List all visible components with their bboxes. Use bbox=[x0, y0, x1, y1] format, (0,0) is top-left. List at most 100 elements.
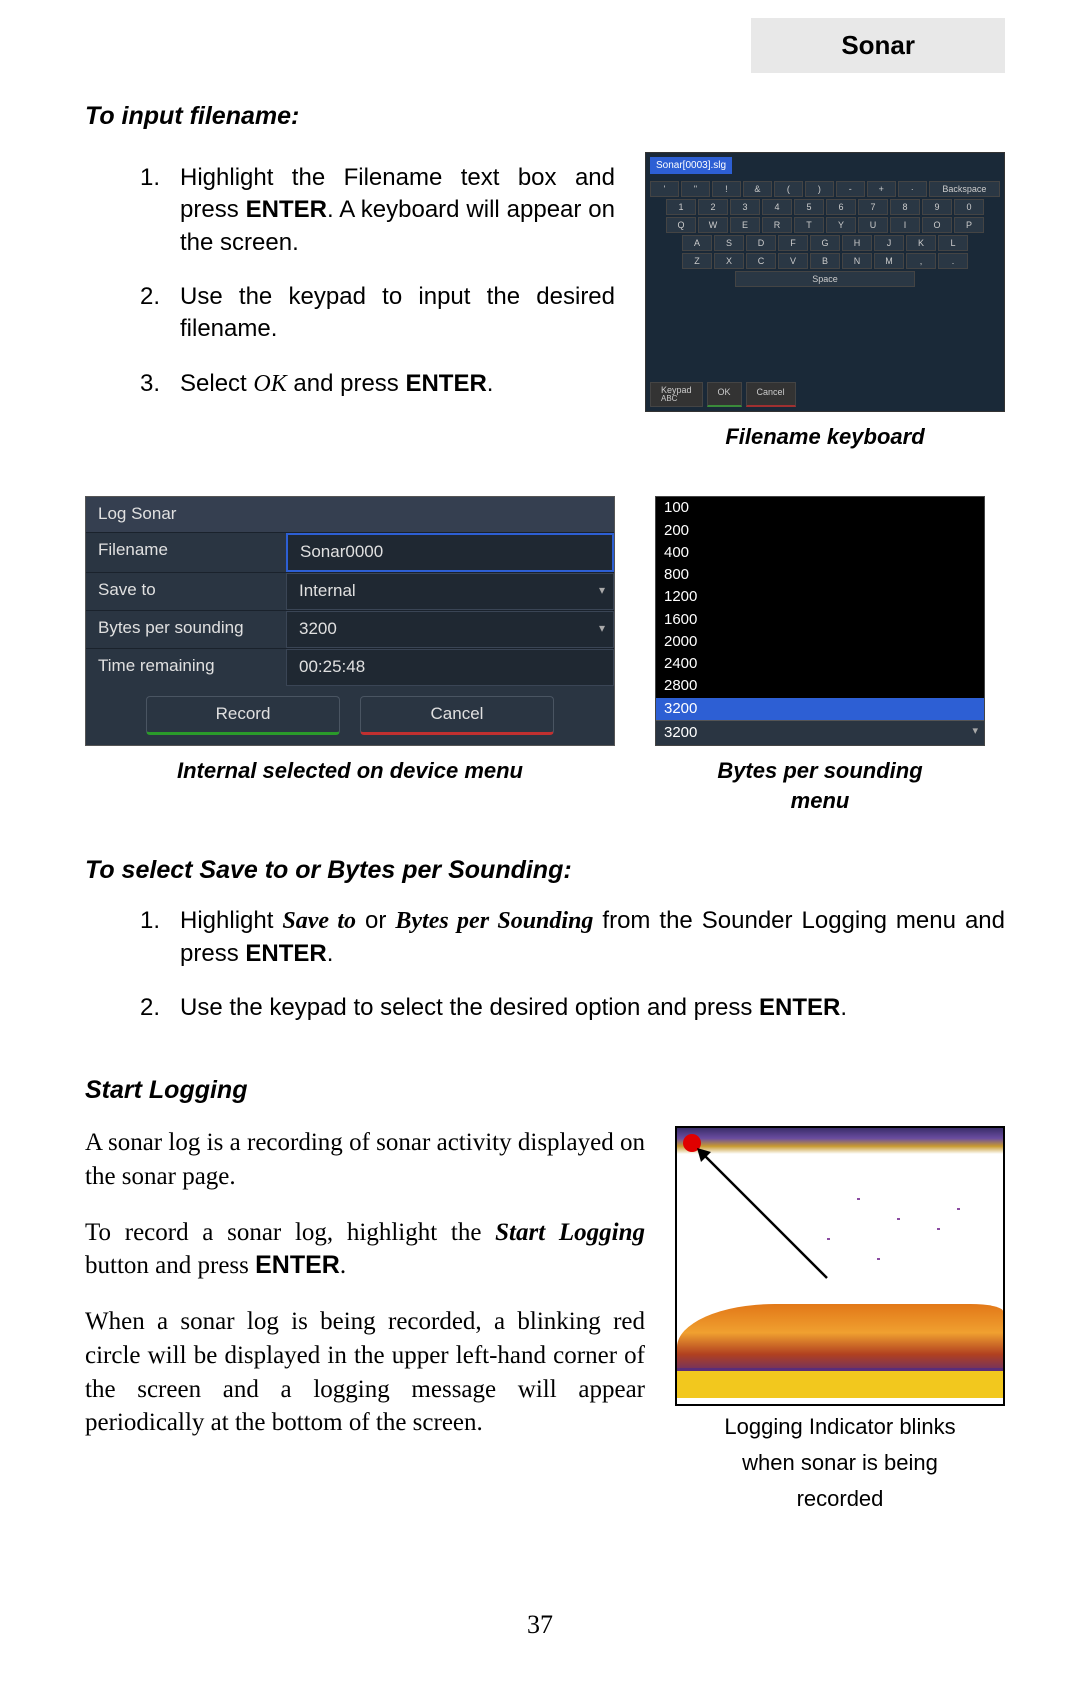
keyboard-key: 6 bbox=[826, 199, 856, 215]
keyboard-key: · bbox=[898, 181, 927, 197]
keyboard-filename-field: Sonar[0003].slg bbox=[650, 157, 732, 175]
keyboard-key: B bbox=[810, 253, 840, 269]
keyboard-key: 1 bbox=[666, 199, 696, 215]
keyboard-key: E bbox=[730, 217, 760, 233]
keyboard-key: F bbox=[778, 235, 808, 251]
keyboard-key: R bbox=[762, 217, 792, 233]
keyboard-key: ! bbox=[712, 181, 741, 197]
keyboard-key: T bbox=[794, 217, 824, 233]
start-logging-text: A sonar log is a recording of sonar acti… bbox=[85, 1126, 645, 1513]
keypad-toggle-button: Keypad ABC bbox=[650, 382, 703, 407]
arrow-icon bbox=[697, 1148, 847, 1298]
heading-select-saveto: To select Save to or Bytes per Sounding: bbox=[85, 854, 1005, 888]
log-sonar-title: Log Sonar bbox=[86, 497, 614, 532]
filename-instructions: 1. Highlight the Filename text box and p… bbox=[85, 152, 615, 422]
keyboard-key: " bbox=[681, 181, 710, 197]
bytes-caption-2: menu bbox=[655, 786, 985, 816]
keyboard-figure: Sonar[0003].slg '"!&()-+·Backspace123456… bbox=[645, 152, 1005, 452]
keyboard-caption: Filename keyboard bbox=[645, 422, 1005, 452]
log-sonar-field: Sonar0000 bbox=[286, 533, 614, 572]
log-sonar-row: FilenameSonar0000 bbox=[86, 532, 614, 572]
keyboard-key: W bbox=[698, 217, 728, 233]
keyboard-key: U bbox=[858, 217, 888, 233]
keyboard-key: H bbox=[842, 235, 872, 251]
keyboard-key: X bbox=[714, 253, 744, 269]
keyboard-key: K bbox=[906, 235, 936, 251]
sonar-indicator-figure: Logging Indicator blinks when sonar is b… bbox=[675, 1126, 1005, 1513]
keyboard-key: N bbox=[842, 253, 872, 269]
step-1: 1. Highlight the Filename text box and p… bbox=[140, 162, 615, 259]
keyboard-key: Y bbox=[826, 217, 856, 233]
log-sonar-row: Bytes per sounding3200▾ bbox=[86, 610, 614, 648]
chevron-down-icon: ▾ bbox=[972, 724, 978, 739]
keyboard-key: ' bbox=[650, 181, 679, 197]
bytes-option: 1200 bbox=[656, 586, 984, 608]
log-sonar-figure: Log Sonar FilenameSonar0000Save toIntern… bbox=[85, 496, 615, 785]
keyboard-key: . bbox=[938, 253, 968, 269]
bytes-option: 100 bbox=[656, 497, 984, 519]
keyboard-key: I bbox=[890, 217, 920, 233]
log-sonar-row: Save toInternal▾ bbox=[86, 572, 614, 610]
keyboard-key: & bbox=[743, 181, 772, 197]
keyboard-key: L bbox=[938, 235, 968, 251]
keyboard-key: + bbox=[867, 181, 896, 197]
log-sonar-label: Bytes per sounding bbox=[86, 611, 286, 648]
bytes-option: 400 bbox=[656, 542, 984, 564]
log-cancel-button: Cancel bbox=[360, 696, 554, 735]
keyboard-key: 0 bbox=[954, 199, 984, 215]
log-sonar-label: Time remaining bbox=[86, 649, 286, 686]
keyboard-key: D bbox=[746, 235, 776, 251]
keyboard-key: Q bbox=[666, 217, 696, 233]
page-number: 37 bbox=[0, 1607, 1080, 1642]
keyboard-key: 9 bbox=[922, 199, 952, 215]
record-button: Record bbox=[146, 696, 340, 735]
keyboard-cancel-button: Cancel bbox=[746, 382, 796, 407]
step-2: 2. Use the keypad to input the desired f… bbox=[140, 281, 615, 346]
bytes-menu-figure: 1002004008001200160020002400280032003200… bbox=[655, 496, 985, 815]
bytes-option: 800 bbox=[656, 564, 984, 586]
heading-start-logging: Start Logging bbox=[85, 1074, 1005, 1108]
bytes-option: 2000 bbox=[656, 631, 984, 653]
log-sonar-label: Filename bbox=[86, 533, 286, 572]
keyboard-space-key: Space bbox=[735, 271, 915, 287]
log-sonar-field: 00:25:48 bbox=[286, 649, 614, 686]
chevron-down-icon: ▾ bbox=[599, 582, 605, 598]
keyboard-key: , bbox=[906, 253, 936, 269]
keyboard-key: Z bbox=[682, 253, 712, 269]
page-header-tab: Sonar bbox=[751, 18, 1005, 73]
keyboard-key: 7 bbox=[858, 199, 888, 215]
keyboard-ok-button: OK bbox=[707, 382, 742, 407]
keyboard-key: S bbox=[714, 235, 744, 251]
keyboard-key: - bbox=[836, 181, 865, 197]
bytes-caption-1: Bytes per sounding bbox=[655, 756, 985, 786]
sonar-caption-2: when sonar is being bbox=[675, 1448, 1005, 1478]
chevron-down-icon: ▾ bbox=[599, 620, 605, 636]
bytes-selected-value: 3200▾ bbox=[656, 720, 984, 745]
keyboard-key: 8 bbox=[890, 199, 920, 215]
keyboard-key: V bbox=[778, 253, 808, 269]
keyboard-key: Backspace bbox=[929, 181, 1000, 197]
s2-step-1: 1. Highlight Save to or Bytes per Soundi… bbox=[140, 905, 1005, 970]
log-sonar-field: Internal▾ bbox=[286, 573, 614, 610]
bytes-option: 2400 bbox=[656, 653, 984, 675]
keyboard-key: ( bbox=[774, 181, 803, 197]
log-sonar-caption: Internal selected on device menu bbox=[85, 756, 615, 786]
keyboard-key: G bbox=[810, 235, 840, 251]
keyboard-key: C bbox=[746, 253, 776, 269]
bytes-option: 200 bbox=[656, 520, 984, 542]
sonar-caption-1: Logging Indicator blinks bbox=[675, 1412, 1005, 1442]
keyboard-key: P bbox=[954, 217, 984, 233]
bytes-option: 2800 bbox=[656, 675, 984, 697]
sonar-caption-3: recorded bbox=[675, 1484, 1005, 1514]
bytes-option: 3200 bbox=[656, 698, 984, 720]
keyboard-key: M bbox=[874, 253, 904, 269]
log-sonar-label: Save to bbox=[86, 573, 286, 610]
log-sonar-row: Time remaining00:25:48 bbox=[86, 648, 614, 686]
step-3: 3. Select OK and press ENTER. bbox=[140, 368, 615, 400]
keyboard-key: 4 bbox=[762, 199, 792, 215]
keyboard-key: 3 bbox=[730, 199, 760, 215]
bytes-option: 1600 bbox=[656, 609, 984, 631]
s2-step-2: 2. Use the keypad to select the desired … bbox=[140, 992, 1005, 1024]
keyboard-key: 5 bbox=[794, 199, 824, 215]
heading-input-filename: To input filename: bbox=[85, 100, 1005, 134]
